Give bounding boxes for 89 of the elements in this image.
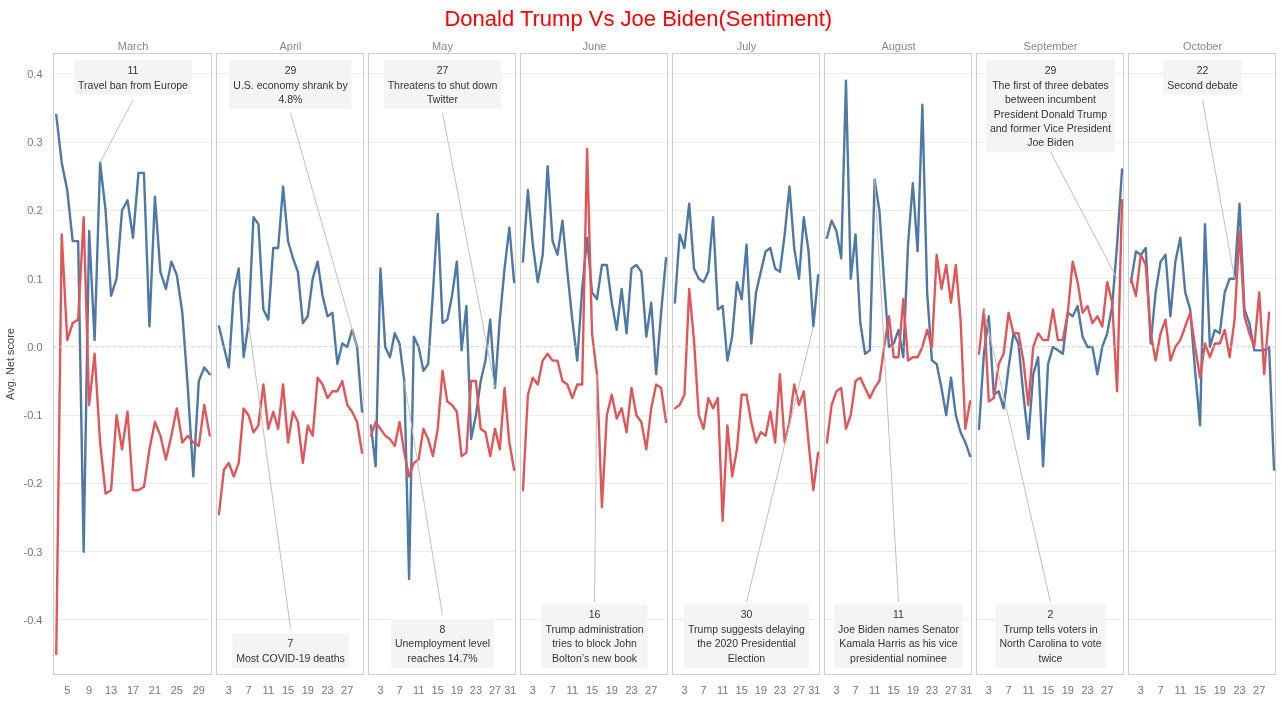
x-tick-label: 27 bbox=[792, 683, 806, 696]
annotation: 30 Trump suggests delaying the 2020 Presidential Election bbox=[688, 608, 806, 664]
x-tick-label: 11 bbox=[716, 683, 729, 696]
x2-axis-title: July bbox=[736, 39, 757, 52]
x-tick-label: 31 bbox=[504, 683, 517, 696]
x-tick-label: 25 bbox=[170, 683, 183, 696]
x2-axis-title: March bbox=[117, 39, 149, 52]
y-tick-label: 0.1 bbox=[27, 272, 43, 285]
x-tick-label: 15 bbox=[1193, 683, 1207, 696]
x-tick-label: 7 bbox=[1157, 683, 1164, 696]
x-tick-label: 7 bbox=[852, 683, 859, 696]
x-tick-label: 19 bbox=[906, 683, 919, 696]
x-tick-label: 7 bbox=[700, 683, 707, 696]
y-tick-label: 0.0 bbox=[27, 340, 43, 353]
annotation: 16 Trump administration tries to block John Bolton’s new book bbox=[545, 608, 644, 664]
x-tick-label: 27 bbox=[1253, 683, 1266, 696]
x-tick-label: 15 bbox=[735, 683, 748, 696]
x-tick-label: 23 bbox=[469, 683, 483, 696]
x-tick-label: 9 bbox=[86, 683, 93, 696]
x-tick-label: 3 bbox=[1137, 683, 1144, 696]
annotation: 8 Unemployment level reaches 14.7% bbox=[394, 622, 491, 664]
x-tick-label: 19 bbox=[301, 683, 314, 696]
annotation: 22 Second debate bbox=[1167, 64, 1238, 91]
x-tick-label: 7 bbox=[245, 683, 252, 696]
x-tick-label: 3 bbox=[377, 683, 384, 696]
x-tick-label: 19 bbox=[1061, 683, 1074, 696]
x-tick-label: 21 bbox=[148, 683, 162, 696]
x-tick-label: 15 bbox=[1041, 683, 1055, 696]
text: Donald Trump Vs Joe Biden(Sentiment) bbox=[444, 6, 833, 31]
x2-axis-title: August bbox=[881, 39, 916, 52]
x-tick-label: 11 bbox=[412, 683, 425, 696]
y-tick-label: -0.3 bbox=[23, 545, 43, 558]
x-tick-label: 11 bbox=[262, 683, 275, 696]
x-tick-label: 15 bbox=[431, 683, 444, 696]
annotation: 7 Most COVID-19 deaths bbox=[236, 637, 345, 664]
x-tick-label: 19 bbox=[1213, 683, 1226, 696]
x-tick-label: 3 bbox=[529, 683, 536, 696]
x2-axis-title: September bbox=[1023, 39, 1078, 52]
y-tick-label: 0.4 bbox=[27, 67, 43, 80]
x-tick-label: 3 bbox=[985, 683, 992, 696]
annotation: 29 U.S. economy shrank by 4.8% bbox=[233, 64, 349, 106]
annotation: 27 Threatens to shut down Twitter bbox=[387, 64, 498, 106]
x-tick-label: 29 bbox=[192, 683, 205, 696]
x2-axis-title: October bbox=[1182, 39, 1223, 52]
y-tick-label: -0.2 bbox=[23, 477, 43, 490]
x-tick-label: 3 bbox=[681, 683, 688, 696]
x-tick-label: 23 bbox=[1233, 683, 1246, 696]
x-tick-label: 27 bbox=[488, 683, 502, 696]
x2-axis-title: April bbox=[279, 39, 302, 52]
x-tick-label: 7 bbox=[549, 683, 556, 696]
y-tick-label: 0.2 bbox=[27, 204, 43, 217]
x-tick-label: 15 bbox=[281, 683, 295, 696]
x-tick-label: 7 bbox=[396, 683, 403, 696]
x2-axis-title: June bbox=[582, 39, 607, 52]
x-tick-label: 19 bbox=[605, 683, 618, 696]
x-tick-label: 27 bbox=[944, 683, 958, 696]
x2-axis-title: May bbox=[432, 39, 454, 52]
x-tick-label: 19 bbox=[754, 683, 767, 696]
x-tick-label: 27 bbox=[645, 683, 658, 696]
x-tick-label: 17 bbox=[126, 683, 140, 696]
x-tick-label: 31 bbox=[808, 683, 821, 696]
x-tick-label: 23 bbox=[773, 683, 787, 696]
y-tick-label: -0.4 bbox=[23, 613, 43, 626]
x-tick-label: 23 bbox=[1081, 683, 1094, 696]
x-tick-label: 19 bbox=[450, 683, 463, 696]
x-tick-label: 31 bbox=[960, 683, 973, 696]
x-tick-label: 23 bbox=[925, 683, 939, 696]
x-tick-label: 27 bbox=[341, 683, 354, 696]
x-tick-label: 15 bbox=[585, 683, 599, 696]
x-tick-label: 11 bbox=[1022, 683, 1035, 696]
x-tick-label: 23 bbox=[625, 683, 638, 696]
annotation: 2 Trump tells voters in North Carolina to vote twice bbox=[999, 608, 1102, 664]
y-axis-title: Avg. Net score bbox=[3, 328, 16, 400]
annotation: 29 The first of three debates between incumbent President Donald Trump and former Vice President Joe Biden bbox=[989, 64, 1112, 149]
x-tick-label: 11 bbox=[566, 683, 579, 696]
x-tick-label: 3 bbox=[833, 683, 840, 696]
x-tick-label: 13 bbox=[104, 683, 118, 696]
x-tick-label: 11 bbox=[1174, 683, 1187, 696]
x-tick-label: 11 bbox=[868, 683, 881, 696]
annotation: 11 Joe Biden names Senator Kamala Harris as his vice presidential nominee bbox=[838, 608, 960, 664]
y-tick-label: 0.3 bbox=[27, 136, 43, 149]
x-tick-label: 5 bbox=[64, 683, 71, 696]
x-tick-label: 15 bbox=[887, 683, 900, 696]
x-tick-label: 23 bbox=[321, 683, 334, 696]
x-tick-label: 3 bbox=[225, 683, 232, 696]
x-tick-label: 7 bbox=[1005, 683, 1012, 696]
x-tick-label: 27 bbox=[1101, 683, 1114, 696]
annotation: 11 Travel ban from Europe bbox=[78, 64, 189, 91]
y-tick-label: -0.1 bbox=[23, 409, 43, 422]
